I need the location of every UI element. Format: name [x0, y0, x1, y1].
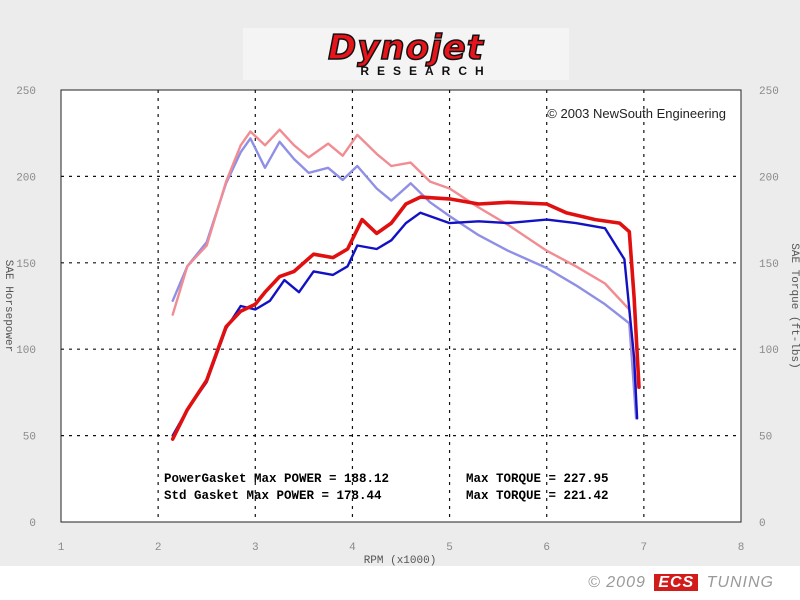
y-tick-label-left: 50: [23, 432, 36, 444]
plot-area: [60, 89, 742, 523]
series-powergasket-power: [170, 195, 641, 441]
powergasket-max-torque-label: Max TORQUE = 227.95: [466, 472, 609, 486]
std-gasket-max-power-label: Std Gasket Max POWER = 178.44: [164, 489, 382, 503]
watermark-copyright: © 2009: [588, 574, 646, 591]
series-std-gasket-torque: [171, 137, 638, 420]
ecs-brand-mark: ECS: [654, 574, 699, 591]
x-tick-label: 1: [58, 542, 65, 554]
dyno-chart: 1 2 3 4 5 6 7 8 0 0 50 50 100 100 150 150 200 200 250 250 ©…: [2, 86, 800, 566]
logo-subtitle: RESEARCH: [360, 64, 492, 78]
x-tick-label: 6: [543, 542, 550, 554]
y-tick-label-left: 0: [29, 518, 36, 530]
x-axis-label: RPM (x1000): [364, 555, 437, 566]
x-tick-label: 8: [738, 542, 745, 554]
logo-wordmark: Dynojet: [327, 27, 484, 69]
y-tick-label-right: 0: [759, 518, 766, 530]
y-tick-label-left: 250: [16, 86, 36, 98]
y-tick-label-right: 100: [759, 345, 779, 357]
x-tick-label: 4: [349, 542, 356, 554]
series-powergasket-torque: [171, 128, 638, 391]
y-tick-label-right: 200: [759, 172, 779, 184]
y-tick-label-left: 150: [16, 259, 36, 271]
ecs-tuning-watermark: © 2009 ECS TUNING: [588, 574, 774, 592]
y-tick-label-right: 50: [759, 432, 772, 444]
y-tick-label-left: 100: [16, 345, 36, 357]
powergasket-max-power-label: PowerGasket Max POWER = 188.12: [164, 472, 389, 486]
x-tick-label: 7: [641, 542, 648, 554]
watermark-suffix: TUNING: [706, 574, 774, 591]
x-tick-label: 5: [446, 542, 453, 554]
y-tick-label-right: 150: [759, 259, 779, 271]
x-tick-label: 3: [252, 542, 259, 554]
series-std-gasket-power: [171, 211, 639, 437]
dynojet-logo: Dynojet RESEARCH: [243, 27, 569, 80]
footer-watermark: © 2009 ECS TUNING: [0, 566, 800, 600]
y-tick-label-left: 200: [16, 172, 36, 184]
x-tick-label: 2: [155, 542, 162, 554]
y-axis-left-label: SAE Horsepower: [2, 260, 14, 352]
y-tick-label-right: 250: [759, 86, 779, 98]
y-axis-right-label: SAE Torque (ft-lbs): [788, 243, 800, 368]
std-gasket-max-torque-label: Max TORQUE = 221.42: [466, 489, 609, 503]
chart-copyright: © 2003 NewSouth Engineering: [547, 106, 726, 121]
